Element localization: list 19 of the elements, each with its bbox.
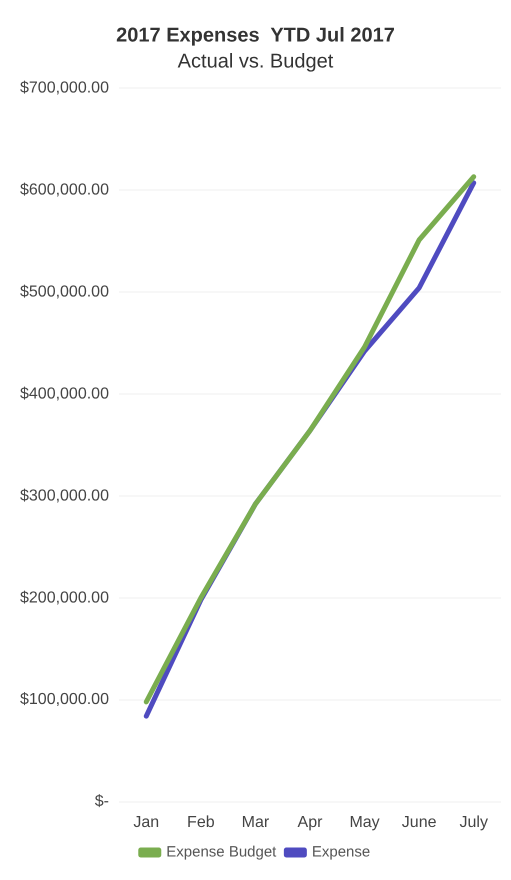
chart-subtitle: Actual vs. Budget bbox=[178, 50, 334, 73]
y-tick-label: $- bbox=[94, 793, 109, 810]
y-tick-label: $400,000.00 bbox=[20, 385, 110, 402]
x-tick-label: July bbox=[459, 814, 488, 831]
y-tick-label: $700,000.00 bbox=[20, 79, 110, 96]
x-tick-label: Feb bbox=[187, 814, 215, 831]
x-tick-label: Jan bbox=[133, 814, 160, 831]
x-tick-label: May bbox=[349, 814, 380, 831]
x-tick-label: June bbox=[402, 814, 437, 831]
y-tick-label: $500,000.00 bbox=[20, 283, 110, 300]
y-tick-label: $600,000.00 bbox=[20, 181, 110, 198]
chart-title: 2017 Expenses YTD Jul 2017 bbox=[116, 24, 395, 47]
legend-label: Expense Budget bbox=[166, 844, 278, 861]
y-tick-label: $300,000.00 bbox=[20, 487, 110, 504]
x-tick-label: Mar bbox=[242, 814, 270, 831]
legend-label: Expense bbox=[312, 844, 370, 861]
y-tick-label: $200,000.00 bbox=[20, 589, 110, 606]
x-tick-label: Apr bbox=[298, 814, 324, 831]
y-tick-label: $100,000.00 bbox=[20, 691, 110, 708]
